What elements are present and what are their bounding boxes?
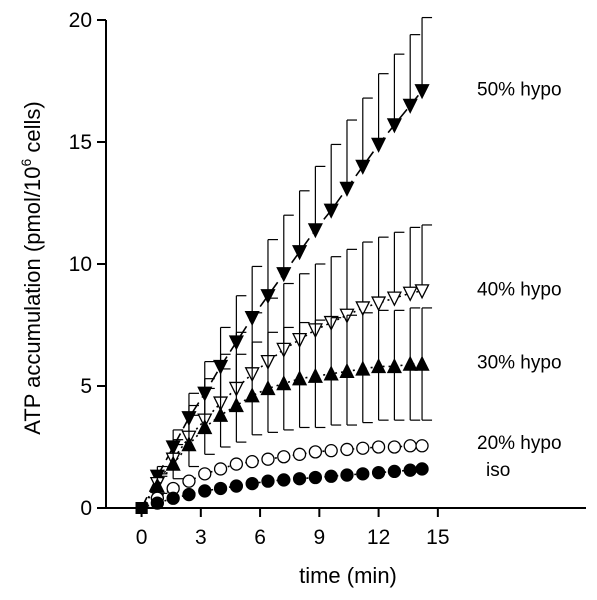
- data-point: [415, 462, 429, 476]
- data-point: [198, 484, 212, 498]
- series-label: 40% hypo: [477, 279, 562, 300]
- data-point: [403, 439, 417, 453]
- data-point: [182, 474, 196, 488]
- data-point: [355, 301, 371, 317]
- data-point: [371, 465, 386, 480]
- data-point: [292, 245, 308, 261]
- data-point: [245, 454, 259, 469]
- data-point: [387, 440, 402, 454]
- data-point: [323, 203, 339, 219]
- data-point: [403, 463, 417, 477]
- data-point: [355, 159, 371, 175]
- data-point: [198, 467, 212, 481]
- data-point: [292, 447, 307, 461]
- data-point: [213, 406, 229, 422]
- series-labels: 50% hypo 40% hypo 30% hypo 20% hypo iso: [477, 79, 562, 481]
- series-label: 30% hypo: [477, 353, 562, 374]
- data-point: [371, 440, 386, 454]
- data-point: [260, 379, 276, 396]
- data-point: [213, 481, 228, 496]
- data-point: [371, 358, 387, 374]
- x-tick-label: 12: [367, 526, 390, 549]
- data-point: [415, 439, 429, 453]
- y-axis-title: ATP accumulation (pmol/106 cells): [18, 101, 45, 434]
- data-point: [229, 457, 244, 471]
- data-point: [402, 286, 418, 302]
- data-point: [165, 455, 181, 471]
- data-point: [414, 84, 430, 100]
- data-point: [387, 464, 402, 479]
- data-point: [355, 360, 371, 376]
- data-point: [276, 375, 292, 391]
- data-point: [260, 289, 276, 305]
- series-iso: [135, 462, 429, 514]
- data-point: [386, 118, 402, 134]
- data-point: [414, 355, 430, 371]
- data-point: [356, 467, 370, 481]
- data-point: [307, 367, 323, 383]
- data-point-origin: [135, 502, 148, 514]
- data-point: [402, 98, 418, 114]
- y-tick-label: 0: [80, 497, 92, 520]
- x-tick-label: 15: [426, 526, 449, 549]
- y-axis-title-suffix: cells): [20, 101, 45, 158]
- y-axis-title-superscript: 6: [18, 159, 34, 167]
- y-axis-title-prefix: ATP accumulation (pmol/10: [20, 167, 45, 435]
- data-point: [276, 267, 292, 283]
- data-point: [228, 397, 244, 413]
- data-point: [323, 365, 339, 381]
- y-tick-label: 15: [69, 131, 92, 154]
- data-point: [213, 462, 228, 476]
- data-point: [244, 387, 260, 403]
- x-axis-title: time (min): [299, 563, 397, 588]
- data-point: [245, 476, 259, 491]
- data-point: [324, 444, 338, 458]
- data-point: [181, 436, 197, 452]
- data-point: [402, 355, 418, 371]
- data-point: [324, 469, 338, 483]
- series-label: iso: [486, 460, 510, 481]
- y-tick-label: 20: [69, 9, 92, 32]
- axes: 0 3 6 9 12 15 0 5 10 15 20: [69, 9, 586, 549]
- data-point: [261, 452, 275, 466]
- data-point: [308, 445, 323, 459]
- data-point: [340, 442, 354, 457]
- y-tick-label: 5: [80, 375, 92, 398]
- data-point: [182, 487, 196, 502]
- y-tick-label: 10: [69, 253, 92, 276]
- data-point: [371, 137, 387, 153]
- data-point: [386, 291, 402, 307]
- data-point: [277, 473, 291, 487]
- data-point: [371, 296, 387, 312]
- data-point: [339, 362, 355, 379]
- x-tick-label: 0: [136, 526, 148, 549]
- x-tick-label: 9: [313, 526, 325, 549]
- data-point: [386, 358, 402, 374]
- x-tick-label: 3: [195, 526, 207, 549]
- series-label: 20% hypo: [477, 433, 562, 454]
- data-point: [340, 468, 354, 482]
- data-point: [308, 470, 323, 485]
- series-20-hypo: [135, 439, 429, 514]
- data-point: [261, 474, 275, 488]
- x-tick-label: 6: [254, 526, 266, 549]
- data-point: [197, 419, 213, 435]
- data-point: [414, 284, 430, 300]
- data-point: [356, 441, 370, 455]
- data-point: [166, 491, 180, 505]
- data-point: [150, 496, 165, 510]
- data-point: [229, 479, 244, 493]
- series-layer: [135, 16, 433, 514]
- data-point: [307, 223, 323, 239]
- data-point: [339, 181, 355, 197]
- data-point: [292, 472, 307, 486]
- data-point: [277, 450, 291, 464]
- data-point: [292, 370, 308, 386]
- series-label: 50% hypo: [477, 79, 562, 100]
